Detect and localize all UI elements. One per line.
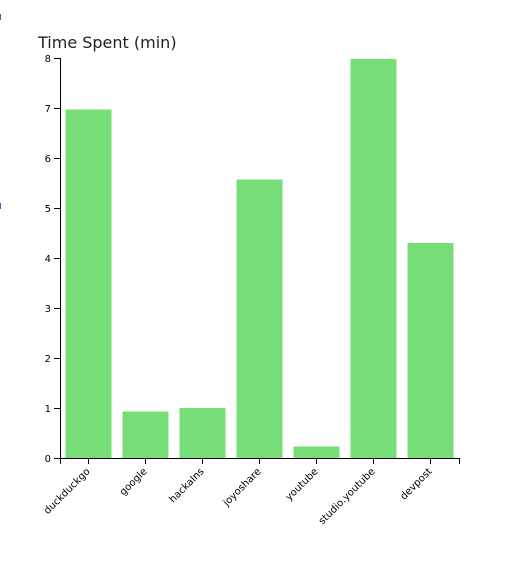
- y-tick-label: 0: [45, 454, 51, 465]
- x-tick-label: joyoshare: [221, 466, 264, 509]
- bar-duckduckgo: [65, 109, 112, 458]
- bar-youtube: [293, 446, 340, 458]
- y-tick-label: 6: [45, 154, 51, 165]
- y-tick-label: 4: [45, 254, 51, 265]
- x-tick-label: devpost: [398, 466, 434, 502]
- x-axis: duckduckgo google hackaIns joyoshare youtube…: [42, 458, 460, 527]
- x-tick-label: studio.youtube: [317, 466, 378, 527]
- bar-hackains: [179, 408, 226, 458]
- bar-joyoshare: [236, 179, 283, 458]
- y-axis: 0 1 2 3 4 5 6 7 8: [45, 54, 61, 465]
- edge-marker-top: [0, 14, 1, 20]
- edge-marker-bottom: [0, 203, 1, 209]
- x-tick-label: duckduckgo: [42, 466, 93, 517]
- bar-google: [122, 411, 169, 458]
- bar-devpost: [407, 243, 454, 458]
- x-tick-label: hackaIns: [168, 466, 207, 505]
- y-tick-label: 2: [45, 354, 51, 365]
- bar-studio-youtube: [350, 59, 397, 458]
- y-tick-label: 1: [45, 404, 51, 415]
- y-tick-label: 5: [45, 204, 51, 215]
- y-tick-label: 7: [45, 104, 51, 115]
- x-tick-label: youtube: [284, 466, 321, 503]
- x-tick-label: google: [118, 466, 150, 498]
- bars-group: [65, 59, 454, 458]
- y-tick-label: 3: [45, 304, 51, 315]
- y-tick-label: 8: [45, 54, 51, 65]
- chart-title: Time Spent (min): [37, 33, 177, 52]
